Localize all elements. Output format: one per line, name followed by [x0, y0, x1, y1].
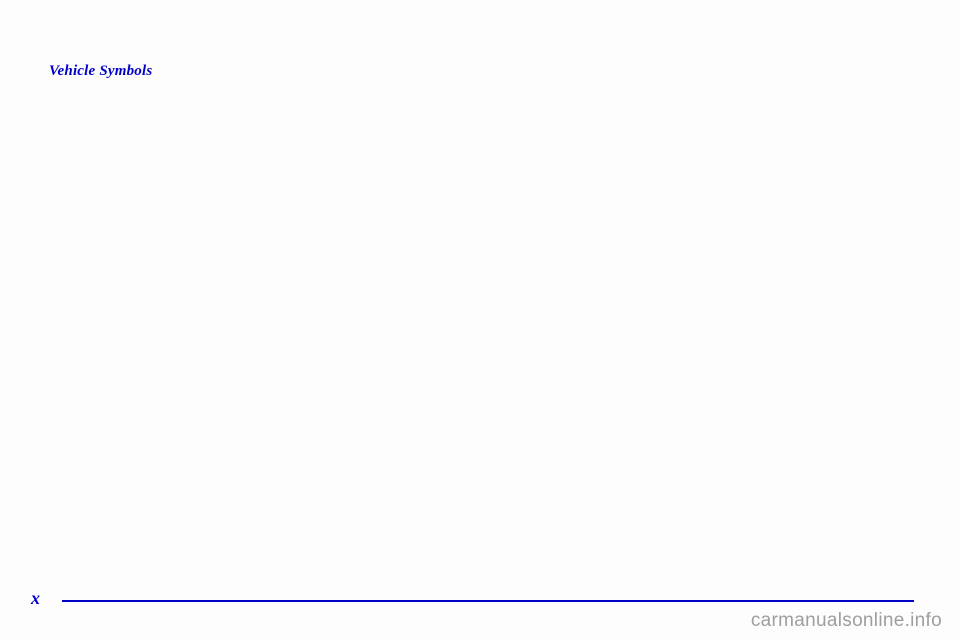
page-title: Vehicle Symbols — [49, 63, 152, 80]
footer-rule — [62, 600, 914, 602]
page-number: x — [31, 588, 40, 609]
manual-page: Vehicle Symbols x carmanualsonline.info — [0, 0, 960, 640]
watermark-text: carmanualsonline.info — [751, 610, 942, 632]
